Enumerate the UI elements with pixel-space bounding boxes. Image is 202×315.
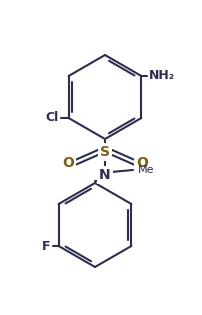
Text: F: F <box>42 239 50 253</box>
Text: S: S <box>100 145 109 159</box>
Text: NH₂: NH₂ <box>149 70 175 83</box>
Text: N: N <box>99 168 110 182</box>
Text: O: O <box>135 156 147 170</box>
Text: O: O <box>62 156 74 170</box>
Text: Cl: Cl <box>45 112 58 124</box>
Text: Me: Me <box>137 165 154 175</box>
